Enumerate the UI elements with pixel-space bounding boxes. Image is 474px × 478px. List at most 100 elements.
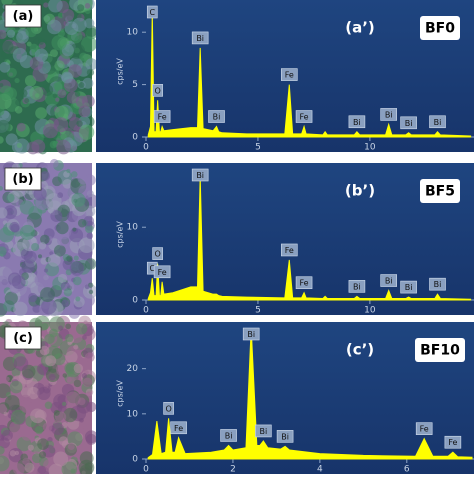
texture [38,451,47,459]
peak-label-box [208,110,225,123]
spectrum [147,327,473,460]
texture [58,436,69,446]
texture [9,380,23,394]
y-tick-label: 0 [132,133,138,143]
texture [41,298,57,315]
peak-label-box [415,422,433,435]
chart-title: BF10 [420,343,460,359]
peak-label: Fe [285,71,294,80]
texture [41,322,49,331]
texture [81,36,97,53]
texture [24,75,37,87]
texture [51,422,64,436]
texture [78,82,85,88]
texture [84,352,95,363]
peak-label: Bi [385,277,393,286]
texture [24,462,35,473]
texture [86,68,95,77]
peak-label: Fe [174,424,183,433]
texture [53,244,66,257]
texture [50,49,58,58]
texture [66,376,72,383]
texture [0,455,10,472]
texture [4,291,18,305]
peak-label: Bi [405,283,413,292]
peak-label-box [152,84,163,97]
peak-label-box [280,243,298,257]
peak-label: Bi [196,171,204,180]
texture [0,403,8,414]
panel-label: (c’) [346,341,374,359]
texture [13,356,29,371]
chart-title: BF0 [425,21,455,37]
peak-label: Bi [247,330,255,339]
texture [66,168,71,174]
x-tick-label: 10 [364,306,376,316]
texture [43,2,49,8]
texture [53,409,60,416]
y-tick-label: 0 [132,296,138,306]
texture [0,185,3,191]
texture [67,443,75,451]
y-tick-label: 10 [127,409,139,419]
texture [25,25,38,38]
texture [72,227,77,232]
texture [62,9,75,22]
texture [56,234,69,247]
texture [27,386,40,400]
peak-label-box [429,277,446,291]
texture [45,355,57,367]
texture [79,417,84,423]
texture [86,232,94,240]
texture [62,178,73,189]
texture [64,362,77,375]
peak-label: Fe [448,438,457,447]
texture [71,192,86,207]
peak-label: Fe [285,246,294,255]
texture [48,0,63,13]
texture [78,421,85,428]
texture [63,288,73,297]
texture [73,363,84,374]
texture [66,255,73,262]
texture [32,304,41,313]
image-label: (b) [12,172,33,187]
title-box [420,16,460,40]
texture [77,4,85,12]
texture [45,193,62,210]
peak-label: Bi [225,431,233,440]
peak-label-box [280,68,298,81]
title-box [415,338,465,362]
texture [65,391,81,407]
label-box [4,326,42,350]
texture [54,105,69,120]
texture [76,120,83,127]
texture [14,138,30,154]
texture [6,193,15,203]
peak-label-box [191,31,209,45]
peak-label-box [153,110,171,123]
texture [31,242,40,252]
texture [29,43,39,53]
image-label: (a) [13,9,34,24]
texture [24,98,30,104]
texture [34,48,49,62]
texture [76,79,81,84]
texture [84,284,90,290]
texture [0,136,4,144]
texture [35,107,47,120]
texture [84,430,98,444]
texture [82,377,93,388]
x-tick-label: 2 [230,465,236,475]
x-tick-label: 0 [143,306,149,316]
peak-label-box [380,274,397,287]
texture [42,422,53,433]
texture [0,119,11,135]
texture [4,395,20,411]
peak-label-box [295,276,313,290]
texture [57,273,68,284]
texture [30,408,45,424]
texture [56,139,71,155]
texture [39,345,50,356]
